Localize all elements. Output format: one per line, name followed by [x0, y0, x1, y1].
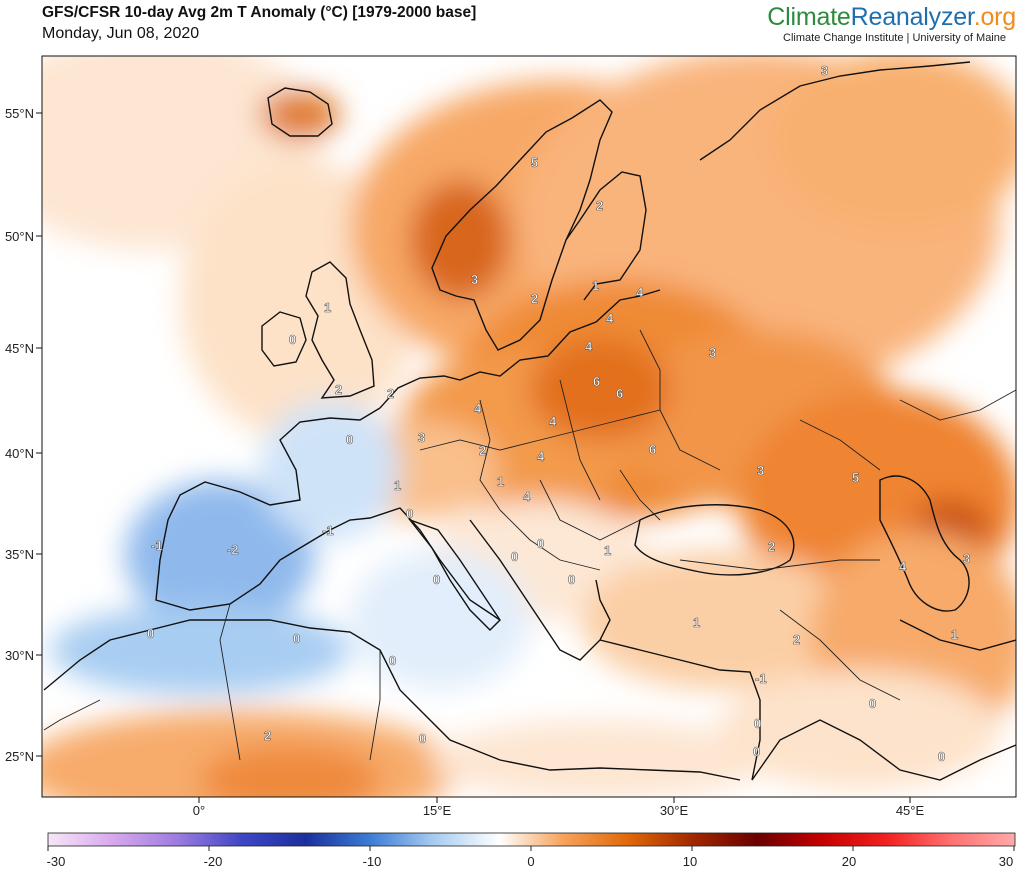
contour-label: 0	[938, 749, 945, 764]
anomaly-field	[42, 56, 1016, 797]
contour-label: 2	[768, 539, 775, 554]
colorbar-tick: 20	[842, 854, 856, 869]
contour-label: 2	[531, 291, 538, 306]
map-date: Monday, Jun 08, 2020	[42, 25, 200, 42]
contour-label: -2	[227, 542, 239, 557]
brand-logo[interactable]: ClimateReanalyzer.org	[767, 3, 1016, 32]
contour-label: 0	[537, 536, 544, 551]
borders	[43, 329, 1016, 761]
contour-label: 4	[606, 311, 614, 326]
lon-label-30e: 30°E	[660, 803, 689, 818]
contour-label: 4	[549, 414, 557, 429]
brand-part-org: .org	[973, 3, 1016, 31]
contour-label: 2	[335, 382, 342, 397]
contour-label: -1	[151, 538, 163, 553]
contour-label: 1	[951, 627, 958, 642]
contour-label: 3	[963, 551, 970, 566]
contour-label: 1	[324, 300, 331, 315]
contour-label: 2	[264, 728, 271, 743]
contour-label: 4	[899, 559, 907, 574]
contour-label: 3	[821, 63, 828, 78]
contour-label: 6	[649, 442, 656, 457]
map-frame	[41, 55, 1017, 798]
latitude-axis: 55°N 50°N 45°N 40°N 35°N 30°N 25°N	[5, 106, 42, 764]
contour-label: 4	[523, 489, 531, 504]
lat-label-55: 55°N	[5, 106, 34, 121]
colorbar-tick: 0	[527, 854, 534, 869]
contour-label: 4	[474, 401, 482, 416]
contour-label: 1	[394, 478, 401, 493]
lon-label-45e: 45°E	[896, 803, 925, 818]
contour-label: 0	[147, 626, 154, 641]
contour-label: 0	[433, 572, 440, 587]
contour-label: 6	[593, 374, 600, 389]
contour-label: 4	[585, 339, 593, 354]
institution-label: Climate Change Institute | University of…	[783, 32, 1006, 44]
contour-label: 0	[568, 572, 575, 587]
contour-label: 3	[757, 463, 764, 478]
contour-label: -1	[322, 523, 334, 538]
contour-label: 0	[346, 432, 353, 447]
contour-label: 4	[636, 285, 644, 300]
contour-label: 1	[604, 543, 611, 558]
colorbar-tick: -30	[47, 854, 66, 869]
lat-label-35: 35°N	[5, 547, 34, 562]
contour-label: 3	[471, 272, 478, 287]
contour-label: 1	[592, 278, 599, 293]
longitude-axis: 0° 15°E 30°E 45°E	[193, 797, 925, 818]
lat-label-50: 50°N	[5, 229, 34, 244]
colorbar-tick: 30	[999, 854, 1013, 869]
contour-label: 0	[389, 653, 396, 668]
contour-label: 5	[531, 155, 538, 170]
colorbar-tick: -10	[363, 854, 382, 869]
lon-label-15e: 15°E	[423, 803, 452, 818]
brand-part-climate: Climate	[767, 3, 851, 31]
map-title: GFS/CFSR 10-day Avg 2m T Anomaly (°C) [1…	[42, 4, 477, 21]
contour-labels: 3 5 2 3 2 1 4 4 4 1 0 2 2 3 6 6 4 4 3 0 …	[147, 63, 971, 765]
contour-label: 0	[754, 716, 761, 731]
contour-label: -1	[755, 671, 767, 686]
lat-label-45: 45°N	[5, 341, 34, 356]
colorbar-ramp	[47, 832, 1016, 847]
colorbar-tick: -20	[204, 854, 223, 869]
contour-label: 2	[596, 198, 603, 213]
contour-label: 0	[406, 506, 413, 521]
contour-label: 0	[293, 631, 300, 646]
contour-label: 0	[419, 731, 426, 746]
contour-label: 5	[852, 470, 859, 485]
contour-label: 1	[497, 474, 504, 489]
colorbar-tick: 10	[683, 854, 697, 869]
contour-label: 2	[479, 443, 486, 458]
contour-label: 6	[616, 386, 623, 401]
contour-label: 2	[793, 632, 800, 647]
contour-label: 1	[693, 615, 700, 630]
contour-label: 4	[537, 449, 545, 464]
lat-label-30: 30°N	[5, 648, 34, 663]
lon-label-0: 0°	[193, 803, 205, 818]
contour-label: 0	[289, 332, 296, 347]
brand-part-reanalyzer: Reanalyzer	[850, 3, 974, 31]
colorbar: -30 -20 -10 0 10 20 30	[47, 832, 1016, 869]
contour-label: 0	[511, 549, 518, 564]
lat-label-25: 25°N	[5, 749, 34, 764]
contour-label: 3	[418, 430, 425, 445]
lat-label-40: 40°N	[5, 446, 34, 461]
contour-label: 3	[709, 345, 716, 360]
contour-label: 0	[869, 696, 876, 711]
contour-label: 2	[387, 386, 394, 401]
contour-label: 0	[753, 744, 760, 759]
